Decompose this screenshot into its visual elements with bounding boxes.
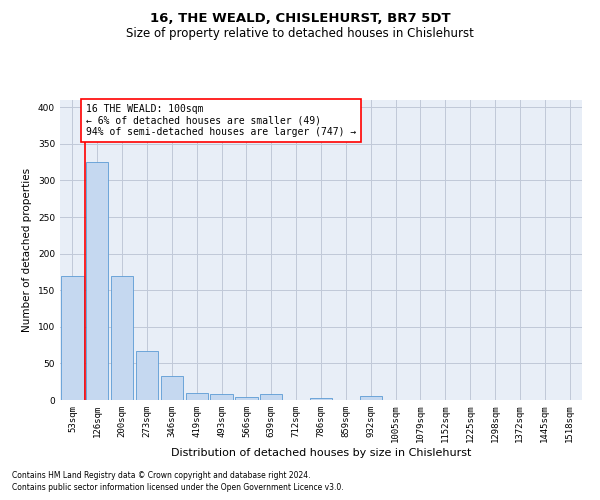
Bar [235,397,257,400]
Bar [260,394,283,400]
Y-axis label: Number of detached properties: Number of detached properties [22,168,32,332]
X-axis label: Distribution of detached houses by size in Chislehurst: Distribution of detached houses by size … [171,448,471,458]
Text: 16 THE WEALD: 100sqm
← 6% of detached houses are smaller (49)
94% of semi-detach: 16 THE WEALD: 100sqm ← 6% of detached ho… [86,104,356,137]
Bar [310,398,332,400]
Bar [359,396,382,400]
Text: Size of property relative to detached houses in Chislehurst: Size of property relative to detached ho… [126,28,474,40]
Bar [136,351,158,400]
Bar [185,392,208,400]
Text: 16, THE WEALD, CHISLEHURST, BR7 5DT: 16, THE WEALD, CHISLEHURST, BR7 5DT [149,12,451,26]
Bar [61,276,83,400]
Bar [86,162,109,400]
Bar [111,276,133,400]
Bar [211,394,233,400]
Text: Contains HM Land Registry data © Crown copyright and database right 2024.: Contains HM Land Registry data © Crown c… [12,471,311,480]
Bar [161,376,183,400]
Text: Contains public sector information licensed under the Open Government Licence v3: Contains public sector information licen… [12,484,344,492]
